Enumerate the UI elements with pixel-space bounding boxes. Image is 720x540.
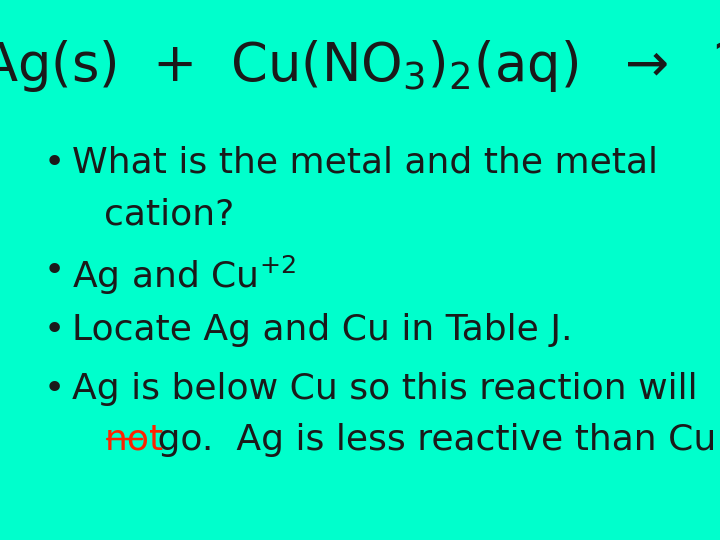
Text: Ag(s)  +  Cu(NO$_3$)$_2$(aq)  $\rightarrow$  ?: Ag(s) + Cu(NO$_3$)$_2$(aq) $\rightarrow$… <box>0 38 720 94</box>
Text: Ag and Cu$^{+2}$: Ag and Cu$^{+2}$ <box>72 254 296 297</box>
Text: not: not <box>104 423 163 457</box>
Text: •: • <box>43 254 65 287</box>
Text: •: • <box>43 372 65 406</box>
Text: Locate Ag and Cu in Table J.: Locate Ag and Cu in Table J. <box>72 313 572 347</box>
Text: Ag is below Cu so this reaction will: Ag is below Cu so this reaction will <box>72 372 698 406</box>
Text: cation?: cation? <box>104 197 235 231</box>
Text: •: • <box>43 313 65 347</box>
Text: go.  Ag is less reactive than Cu.: go. Ag is less reactive than Cu. <box>146 423 720 457</box>
Text: What is the metal and the metal: What is the metal and the metal <box>72 146 658 180</box>
Text: •: • <box>43 146 65 180</box>
